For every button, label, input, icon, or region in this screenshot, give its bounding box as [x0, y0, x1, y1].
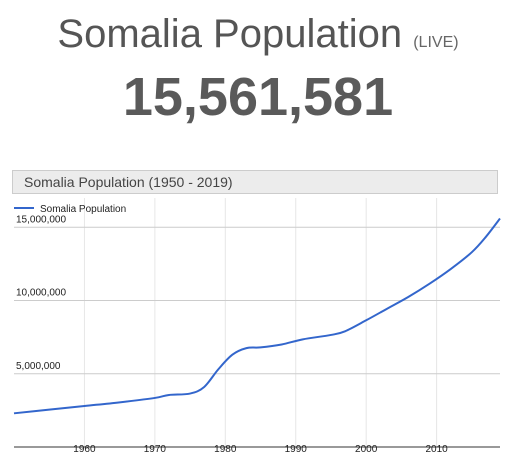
y-tick-label-1: 10,000,000: [16, 288, 66, 299]
y-tick-label-0: 5,000,000: [16, 361, 61, 372]
x-axis-labels: 1960 1970 1980 1990 2000 2010: [73, 444, 448, 455]
y-tick-label-2: 15,000,000: [16, 214, 66, 225]
chart-grid: [14, 198, 500, 448]
x-tick-label-2010: 2010: [425, 444, 448, 455]
page-title: Somalia Population (LIVE): [0, 12, 516, 57]
x-tick-label-1960: 1960: [73, 444, 96, 455]
live-label: (LIVE): [413, 34, 459, 51]
x-tick-label-2000: 2000: [355, 444, 378, 455]
population-counter: 15,561,581: [122, 67, 394, 127]
y-axis-labels: 5,000,000 10,000,000 15,000,000: [16, 214, 66, 371]
x-tick-label-1980: 1980: [214, 444, 237, 455]
chart-title: Somalia Population (1950 - 2019): [12, 170, 498, 194]
x-tick-label-1970: 1970: [144, 444, 167, 455]
series-line-somalia-population: [13, 217, 501, 415]
title-text: Somalia Population: [57, 12, 403, 56]
chart-legend: Somalia Population: [14, 204, 126, 215]
legend-label: Somalia Population: [40, 204, 126, 215]
x-tick-label-1990: 1990: [285, 444, 308, 455]
